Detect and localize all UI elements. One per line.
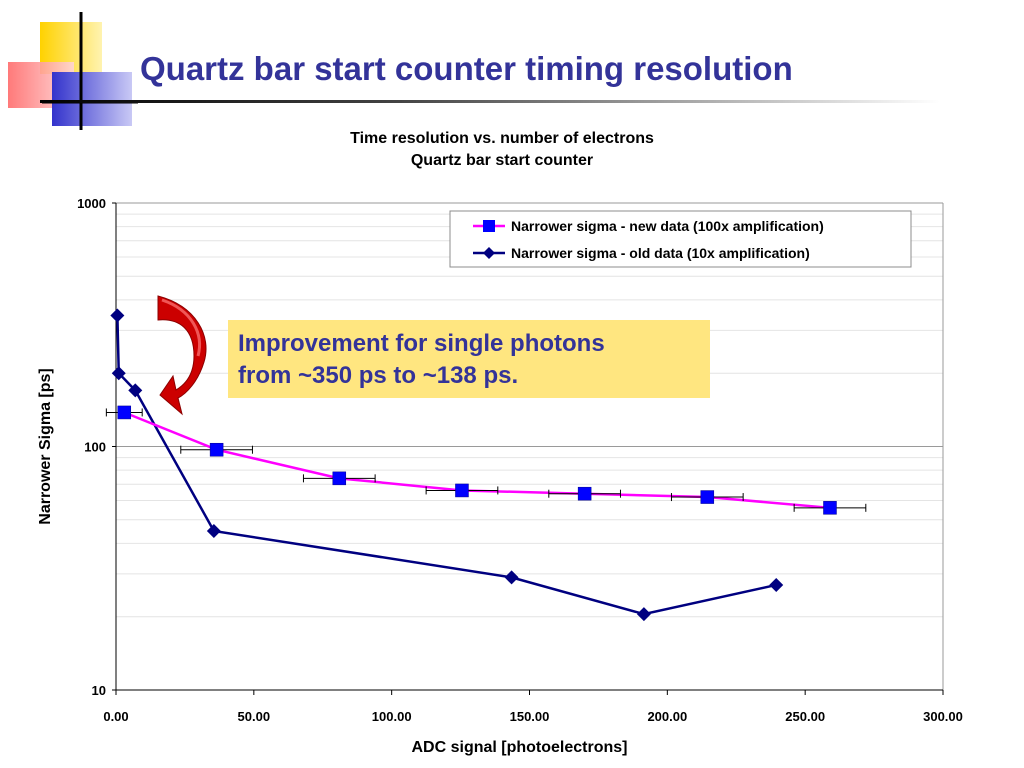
curved-arrow — [157, 295, 207, 416]
arrow-highlight — [161, 298, 201, 357]
legend-marker-diamond — [483, 247, 495, 259]
y-tick-label: 1000 — [77, 196, 106, 211]
data-point-old — [110, 308, 125, 323]
legend-marker-square — [483, 220, 495, 232]
data-point-old — [128, 383, 143, 398]
x-tick-label: 150.00 — [510, 709, 550, 724]
chart-title-line2: Quartz bar start counter — [410, 152, 594, 169]
x-tick-label: 250.00 — [785, 709, 825, 724]
y-tick-label: 100 — [84, 440, 106, 455]
x-tick-label: 100.00 — [372, 709, 412, 724]
data-point-old — [504, 570, 519, 585]
data-point-old — [206, 523, 221, 538]
data-point-new — [823, 501, 837, 515]
legend-box — [449, 210, 912, 268]
callout-line2: from ~350 ps to ~138 ps. — [238, 362, 519, 389]
slide-title: Quartz bar start counter timing resoluti… — [140, 50, 793, 87]
callout-line1: Improvement for single photons — [238, 330, 605, 357]
x-axis-label: ADC signal [photoelectrons] — [411, 739, 627, 756]
data-point-new — [332, 471, 347, 486]
chart-title-line1: Time resolution vs. number of electrons — [350, 130, 654, 147]
legend-label: Narrower sigma - old data (10x amplifica… — [511, 245, 810, 261]
improvement-callout: Improvement for single photons from ~350… — [228, 320, 710, 398]
data-point-new — [209, 442, 224, 457]
data-point-new — [117, 405, 132, 420]
data-point-old — [111, 366, 126, 381]
x-tick-label: 0.00 — [103, 709, 128, 724]
chart-title: Time resolution vs. number of electrons … — [302, 128, 702, 172]
x-tick-label: 200.00 — [647, 709, 687, 724]
y-axis-label: Narrower Sigma [ps] — [37, 368, 54, 524]
data-point-new — [577, 486, 592, 501]
x-tick-label: 50.00 — [238, 709, 271, 724]
data-point-old — [636, 607, 651, 622]
data-point-old — [769, 577, 784, 592]
data-point-new — [455, 483, 469, 498]
legend-label: Narrower sigma - new data (100x amplific… — [511, 218, 824, 234]
x-tick-label: 300.00 — [923, 709, 963, 724]
title-divider — [40, 100, 940, 103]
y-tick-label: 10 — [92, 683, 106, 698]
legend: Narrower sigma - new data (100x amplific… — [449, 210, 912, 268]
data-point-new — [700, 490, 715, 504]
